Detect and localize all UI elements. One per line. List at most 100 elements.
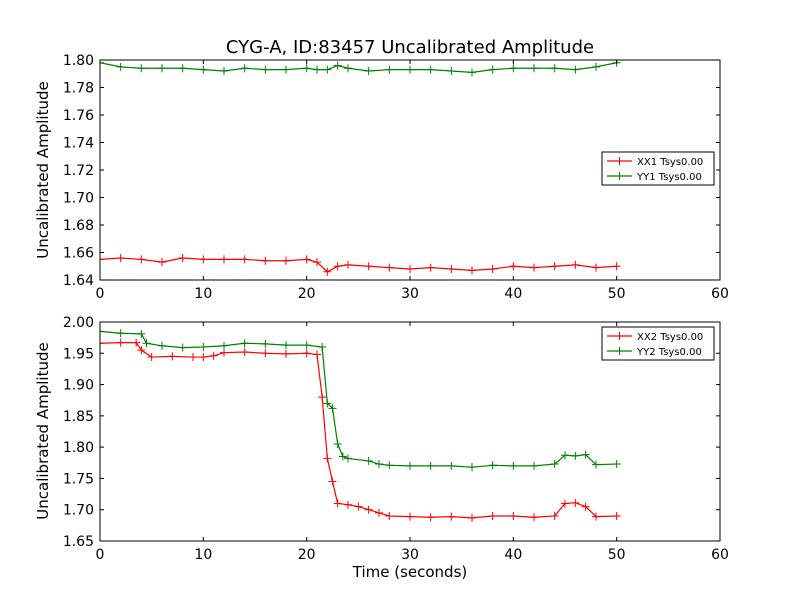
x-tick-label: 30 (401, 286, 419, 302)
data-point-marker (344, 500, 352, 509)
x-tick-label: 50 (608, 547, 626, 563)
data-point-marker (282, 256, 290, 265)
data-point-marker (240, 255, 249, 264)
data-point-marker (313, 258, 321, 267)
x-tick-label: 40 (504, 286, 522, 302)
data-point-marker (220, 341, 228, 350)
data-point-marker (468, 266, 476, 275)
y-tick-label: 1.68 (63, 218, 94, 234)
y-tick-label: 1.80 (63, 440, 94, 456)
series-line-2 (100, 330, 617, 468)
data-point-marker (147, 353, 156, 362)
data-point-marker (282, 65, 290, 74)
data-point-marker (318, 393, 327, 402)
data-point-marker (426, 65, 435, 74)
data-point-marker (571, 65, 580, 74)
data-point-marker (592, 460, 600, 469)
data-point-marker (338, 452, 347, 461)
data-point-marker (137, 346, 146, 355)
y-tick-label: 1.90 (63, 378, 94, 394)
data-point-marker (116, 62, 125, 71)
data-point-marker (550, 64, 559, 73)
data-point-marker (142, 339, 151, 348)
data-point-marker (158, 64, 166, 73)
data-point-marker (178, 254, 187, 262)
data-point-marker (199, 343, 208, 352)
data-point-marker (364, 505, 373, 514)
data-point-marker (488, 65, 497, 74)
top-chart-title: CYG-A, ID:83457 Uncalibrated Amplitude (226, 37, 594, 58)
data-point-marker (406, 65, 414, 74)
data-point-marker (509, 262, 518, 271)
top-chart: CYG-A, ID:83457 Uncalibrated Amplitude U… (34, 37, 729, 302)
legend: XX2 Tsys0.00 YY2 Tsys0.00 (601, 326, 715, 361)
x-tick-label: 0 (96, 286, 105, 302)
data-point-marker (302, 255, 311, 264)
data-point-marker (333, 440, 342, 449)
y-tick-label: 1.70 (63, 503, 94, 519)
y-tick-label: 2.00 (63, 315, 94, 331)
data-point-marker (406, 265, 414, 273)
legend-marker (615, 332, 624, 340)
data-point-marker (561, 499, 569, 508)
data-point-marker (447, 512, 456, 521)
data-point-marker (282, 349, 290, 358)
data-point-marker (323, 454, 332, 463)
data-point-marker (100, 60, 104, 67)
data-point-marker (406, 461, 414, 470)
data-point-marker (137, 329, 146, 338)
data-point-marker (561, 451, 569, 460)
data-point-marker (240, 339, 249, 348)
data-point-marker (333, 262, 342, 271)
y-tick-label: 1.76 (63, 108, 94, 124)
y-tick-label: 1.85 (63, 409, 94, 425)
data-point-marker (592, 263, 600, 272)
legend-label: YY1 Tsys0.00 (636, 172, 702, 183)
data-point-marker (550, 262, 559, 271)
legend-label: XX2 Tsys0.00 (637, 332, 703, 343)
y-tick-label: 1.80 (63, 53, 94, 69)
data-point-marker (137, 255, 146, 264)
data-point-marker (189, 353, 197, 362)
y-tick-label: 1.75 (63, 471, 94, 487)
legend-marker (615, 172, 624, 180)
legend-marker (615, 347, 624, 355)
data-point-marker (344, 260, 352, 269)
data-point-marker (571, 451, 580, 460)
data-point-marker (116, 254, 125, 262)
data-point-marker (612, 511, 621, 520)
data-point-marker (302, 349, 311, 358)
data-point-marker (158, 258, 166, 267)
data-point-marker (158, 341, 166, 350)
x-tick-label: 10 (194, 286, 212, 302)
y-tick-label: 1.95 (63, 346, 94, 362)
data-point-marker (581, 502, 590, 511)
data-point-marker (116, 338, 125, 347)
data-point-marker (581, 450, 590, 459)
data-point-marker (426, 263, 435, 272)
x-tick-label: 50 (608, 286, 626, 302)
data-point-marker (178, 343, 187, 352)
data-point-marker (571, 498, 580, 507)
bottom-chart-xlabel: Time (seconds) (352, 563, 468, 581)
data-point-marker (282, 341, 290, 350)
data-point-marker (375, 460, 383, 469)
data-point-marker (220, 255, 228, 264)
data-point-marker (137, 64, 146, 73)
data-point-marker (261, 349, 270, 358)
data-point-marker (385, 511, 394, 520)
data-point-marker (199, 65, 208, 74)
data-point-marker (168, 352, 177, 361)
legend-marker (615, 157, 624, 165)
data-point-marker (406, 512, 414, 521)
data-point-marker (509, 461, 518, 470)
data-point-marker (178, 64, 187, 73)
y-tick-label: 1.70 (63, 191, 94, 207)
data-point-marker (328, 404, 337, 413)
data-point-marker (530, 263, 538, 272)
data-point-marker (375, 508, 383, 517)
data-point-marker (261, 339, 270, 348)
data-point-marker (318, 343, 327, 352)
x-tick-label: 0 (96, 547, 105, 563)
